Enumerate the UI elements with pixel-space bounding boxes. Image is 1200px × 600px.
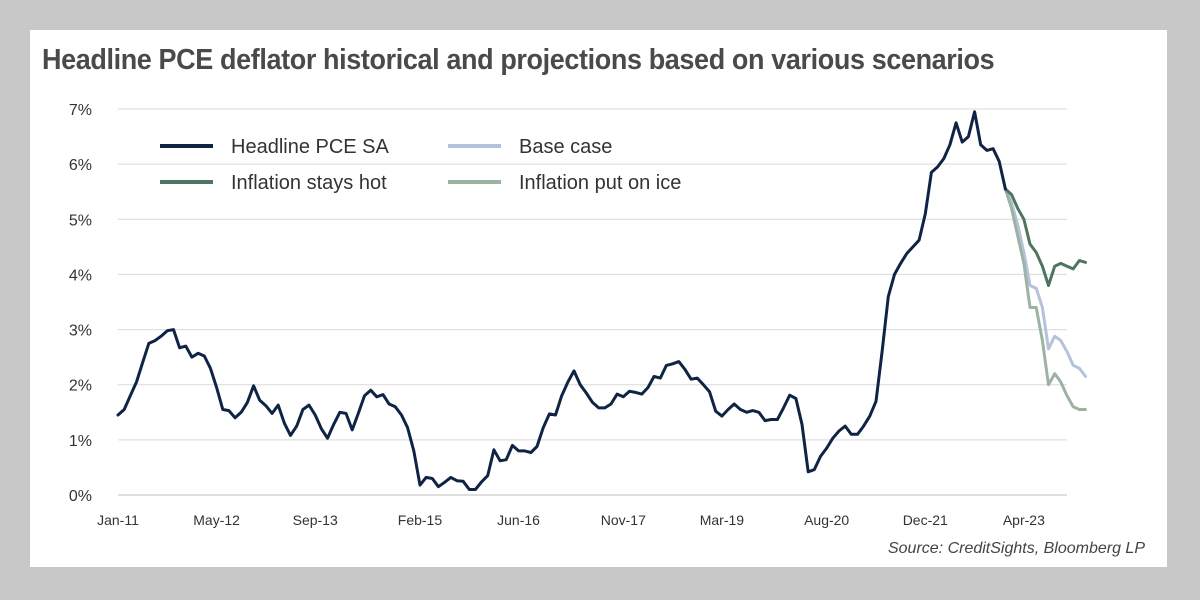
x-tick-label: May-12 [193, 512, 240, 528]
y-tick-label: 7% [69, 102, 92, 119]
series-line-base-case [1003, 187, 1087, 378]
x-tick-label: Dec-21 [903, 512, 948, 528]
series-lines [116, 110, 1087, 491]
series-line-inflation-put-on-ice [1003, 187, 1087, 411]
legend-label: Base case [519, 136, 612, 158]
y-tick-label: 0% [69, 488, 92, 505]
y-tick-label: 3% [69, 323, 92, 340]
legend-label: Headline PCE SA [231, 136, 390, 158]
series-line-inflation-stays-hot [1003, 187, 1087, 287]
y-tick-label: 5% [69, 212, 92, 229]
x-tick-label: Jun-16 [497, 512, 540, 528]
x-tick-label: Aug-20 [804, 512, 849, 528]
y-tick-label: 6% [69, 157, 92, 174]
line-chart: 0% 1% 2% 3% 4% 5% 6% 7% Jan-11 May-12 Sep-13 Feb-1… [69, 102, 1087, 528]
x-tick-label: Nov-17 [601, 512, 646, 528]
x-tick-label: Jan-11 [97, 512, 139, 528]
y-tick-label: 1% [69, 433, 92, 450]
gridlines [118, 108, 1067, 496]
x-tick-label: Apr-23 [1003, 512, 1045, 528]
y-axis-ticks: 0% 1% 2% 3% 4% 5% 6% 7% [69, 102, 92, 505]
legend-label: Inflation put on ice [519, 172, 681, 194]
source-note: Source: CreditSights, Bloomberg LP [887, 540, 1145, 557]
x-tick-label: Feb-15 [398, 512, 443, 528]
y-tick-label: 2% [69, 378, 92, 395]
y-tick-label: 4% [69, 267, 92, 284]
chart-title: Headline PCE deflator historical and pro… [42, 44, 995, 76]
x-tick-label: Mar-19 [700, 512, 745, 528]
x-tick-label: Sep-13 [293, 512, 338, 528]
legend: Headline PCE SA Base case Inflation stays … [160, 136, 681, 194]
chart-card: Headline PCE deflator historical and pro… [30, 30, 1167, 567]
legend-label: Inflation stays hot [231, 172, 387, 194]
x-axis-ticks: Jan-11 May-12 Sep-13 Feb-15 Jun-16 Nov-17 Mar-… [97, 512, 1045, 528]
series-line-headline-pce-sa [116, 110, 1007, 491]
